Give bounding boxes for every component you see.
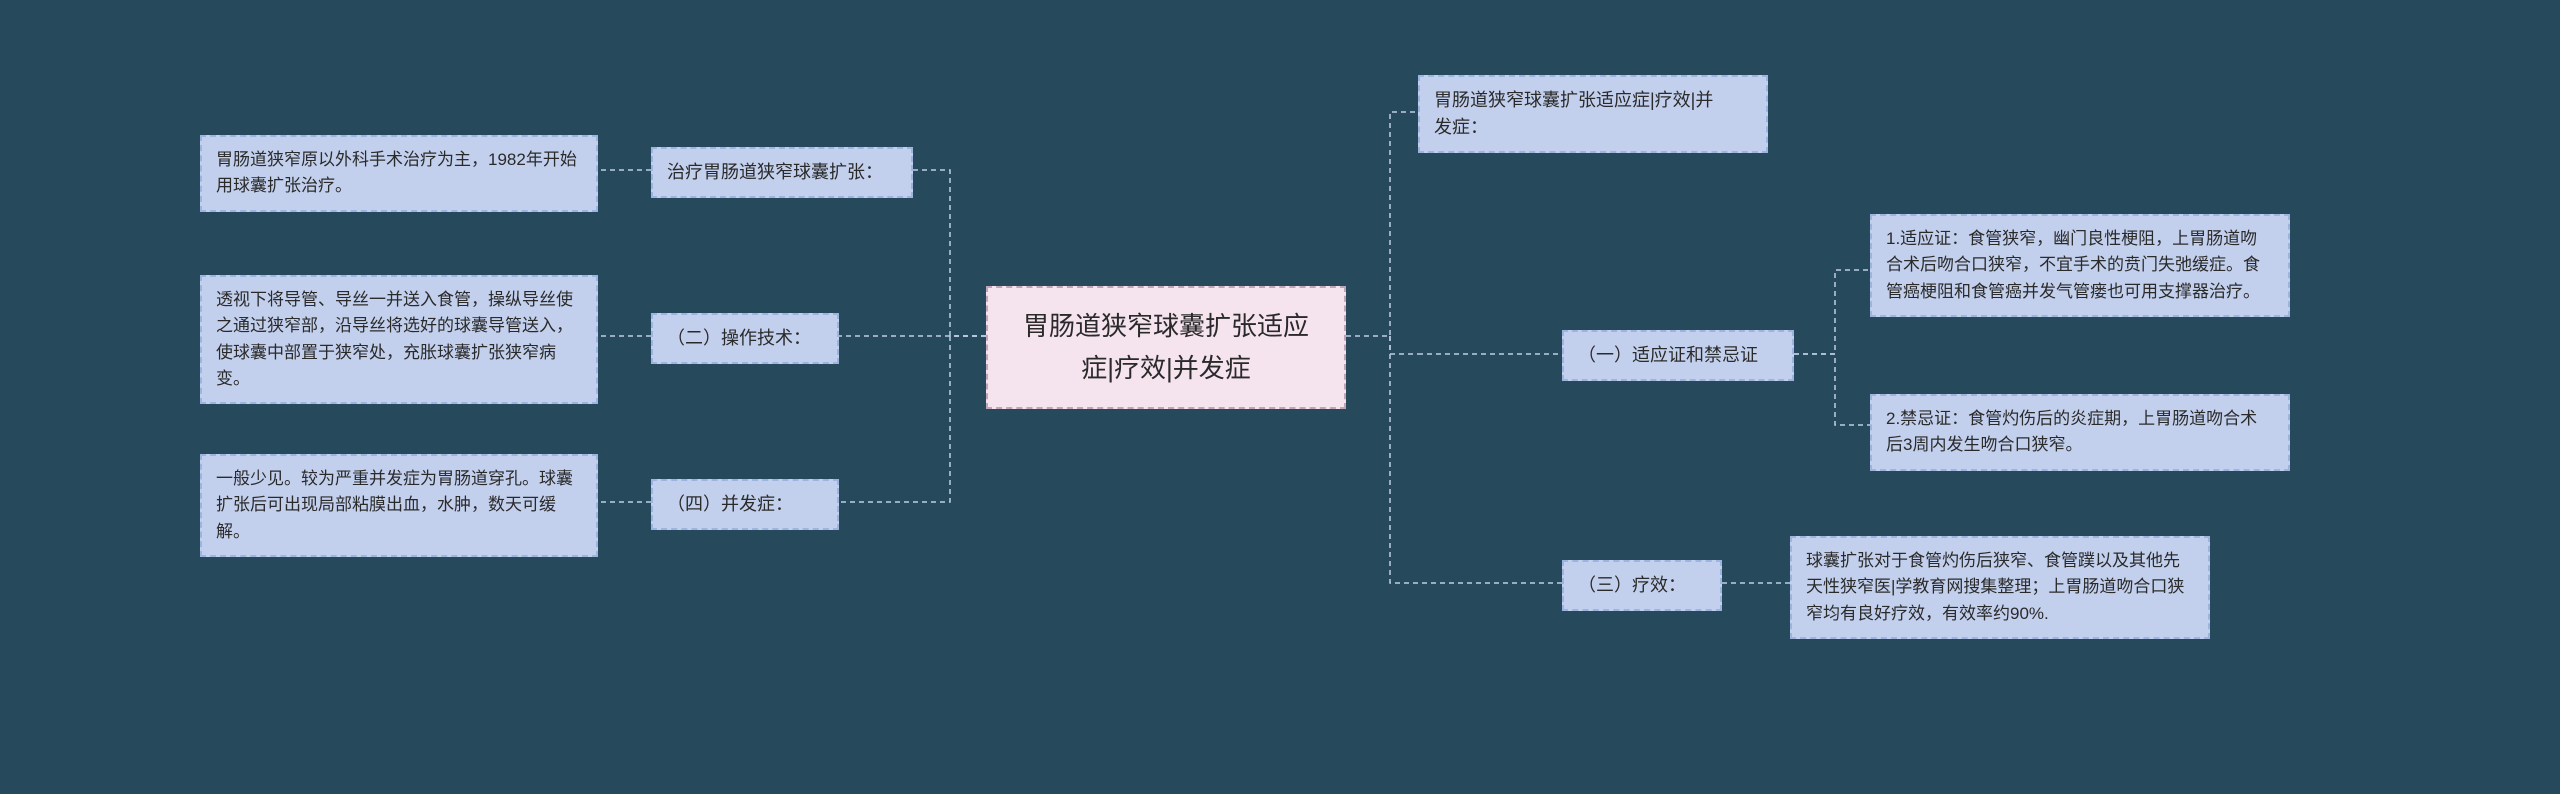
right-b2-label: （三）疗效： (1578, 575, 1686, 595)
right-header-l1: 胃肠道狭窄球囊扩张适应症|疗效|并 (1434, 87, 1752, 114)
left-leaf-1: 胃肠道狭窄原以外科手术治疗为主，1982年开始用球囊扩张治疗。 (200, 135, 598, 212)
right-leaf-1b: 2.禁忌证：食管灼伤后的炎症期，上胃肠道吻合术后3周内发生吻合口狭窄。 (1870, 394, 2290, 471)
left-branch-2: （二）操作技术： (651, 313, 839, 364)
left-branch-1: 治疗胃肠道狭窄球囊扩张： (651, 147, 913, 198)
right-branch-1: （一）适应证和禁忌证 (1562, 330, 1794, 381)
right-leaf-2: 球囊扩张对于食管灼伤后狭窄、食管蹼以及其他先天性狭窄医|学教育网搜集整理；上胃肠… (1790, 536, 2210, 639)
left-b3-label: （四）并发症： (667, 494, 793, 514)
left-leaf-2: 透视下将导管、导丝一并送入食管，操纵导丝使之通过狭窄部，沿导丝将选好的球囊导管送… (200, 275, 598, 404)
left-b1-leaf: 胃肠道狭窄原以外科手术治疗为主，1982年开始用球囊扩张治疗。 (216, 150, 577, 195)
right-b2-leaf: 球囊扩张对于食管灼伤后狭窄、食管蹼以及其他先天性狭窄医|学教育网搜集整理；上胃肠… (1806, 551, 2184, 623)
right-branch-2: （三）疗效： (1562, 560, 1722, 611)
right-leaf-1a: 1.适应证：食管狭窄，幽门良性梗阻，上胃肠道吻合术后吻合口狭窄，不宜手术的贲门失… (1870, 214, 2290, 317)
left-leaf-3: 一般少见。较为严重并发症为胃肠道穿孔。球囊扩张后可出现局部粘膜出血，水肿，数天可… (200, 454, 598, 557)
right-b1-leaf1: 1.适应证：食管狭窄，幽门良性梗阻，上胃肠道吻合术后吻合口狭窄，不宜手术的贲门失… (1886, 229, 2260, 301)
right-b1-leaf2: 2.禁忌证：食管灼伤后的炎症期，上胃肠道吻合术后3周内发生吻合口狭窄。 (1886, 409, 2257, 454)
center-node: 胃肠道狭窄球囊扩张适应 症|疗效|并发症 (986, 286, 1346, 409)
left-b1-label: 治疗胃肠道狭窄球囊扩张： (667, 162, 883, 182)
center-line1: 胃肠道狭窄球囊扩张适应 (1012, 306, 1320, 348)
left-b2-label: （二）操作技术： (667, 328, 811, 348)
center-line2: 症|疗效|并发症 (1012, 348, 1320, 390)
right-header: 胃肠道狭窄球囊扩张适应症|疗效|并 发症： (1418, 75, 1768, 153)
right-b1-label: （一）适应证和禁忌证 (1578, 345, 1758, 365)
left-b2-leaf: 透视下将导管、导丝一并送入食管，操纵导丝使之通过狭窄部，沿导丝将选好的球囊导管送… (216, 290, 573, 388)
right-header-l2: 发症： (1434, 114, 1752, 141)
left-b3-leaf: 一般少见。较为严重并发症为胃肠道穿孔。球囊扩张后可出现局部粘膜出血，水肿，数天可… (216, 469, 573, 541)
left-branch-3: （四）并发症： (651, 479, 839, 530)
